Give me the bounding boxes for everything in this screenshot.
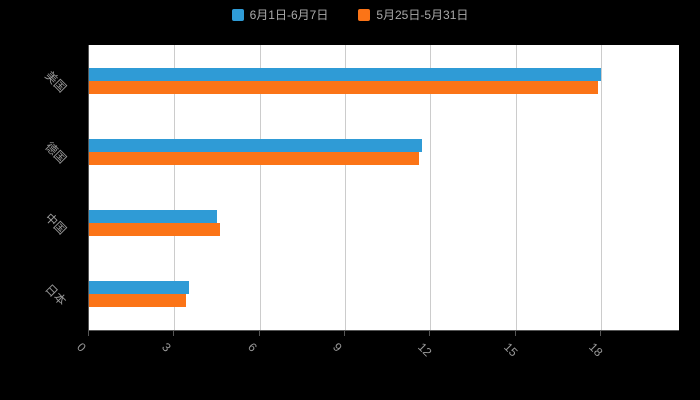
x-tick-label: 0 <box>74 340 89 355</box>
x-tick-label: 3 <box>159 340 175 355</box>
x-tick-label: 15 <box>500 340 521 360</box>
axis-tick <box>429 331 431 336</box>
x-tick-label: 12 <box>415 340 435 360</box>
gridline <box>174 45 176 330</box>
x-tick-label: 9 <box>330 340 345 355</box>
bar-日本-series-1 <box>89 294 186 308</box>
gridline <box>601 45 602 330</box>
y-axis-label: 日本 <box>42 281 70 309</box>
legend-item-week-previous[interactable]: 5月25日-5月31日 <box>358 6 468 23</box>
gridline <box>515 45 517 330</box>
bar-德国-series-1 <box>89 151 419 165</box>
x-tick-label: 18 <box>586 340 606 360</box>
bar-美国-series-0 <box>89 67 601 81</box>
x-tick-label: 6 <box>244 340 260 355</box>
legend-marker-icon <box>358 8 371 21</box>
legend-label: 6月1日-6月7日 <box>249 8 329 22</box>
y-axis-label: 德国 <box>42 139 70 167</box>
plot-area <box>88 45 679 331</box>
gridline <box>345 45 346 330</box>
bar-中国-series-0 <box>89 210 217 224</box>
legend-label: 5月25日-5月31日 <box>376 8 469 22</box>
legend: 6月1日-6月7日 5月25日-5月31日 <box>0 6 700 23</box>
y-axis-label: 美国 <box>42 68 70 95</box>
axis-tick <box>88 331 89 336</box>
gridline <box>430 45 432 330</box>
axis-tick <box>514 331 516 336</box>
bar-中国-series-1 <box>89 223 220 237</box>
legend-item-week-current[interactable]: 6月1日-6月7日 <box>231 6 329 23</box>
y-axis-label: 中国 <box>42 210 70 238</box>
bar-日本-series-0 <box>89 281 189 295</box>
axis-tick <box>258 331 260 336</box>
bar-德国-series-0 <box>89 138 422 152</box>
axis-tick <box>600 331 601 336</box>
axis-tick <box>344 331 345 336</box>
gridline <box>259 45 261 330</box>
legend-marker-icon <box>231 8 244 21</box>
bar-美国-series-1 <box>89 80 599 94</box>
axis-tick <box>173 331 175 336</box>
